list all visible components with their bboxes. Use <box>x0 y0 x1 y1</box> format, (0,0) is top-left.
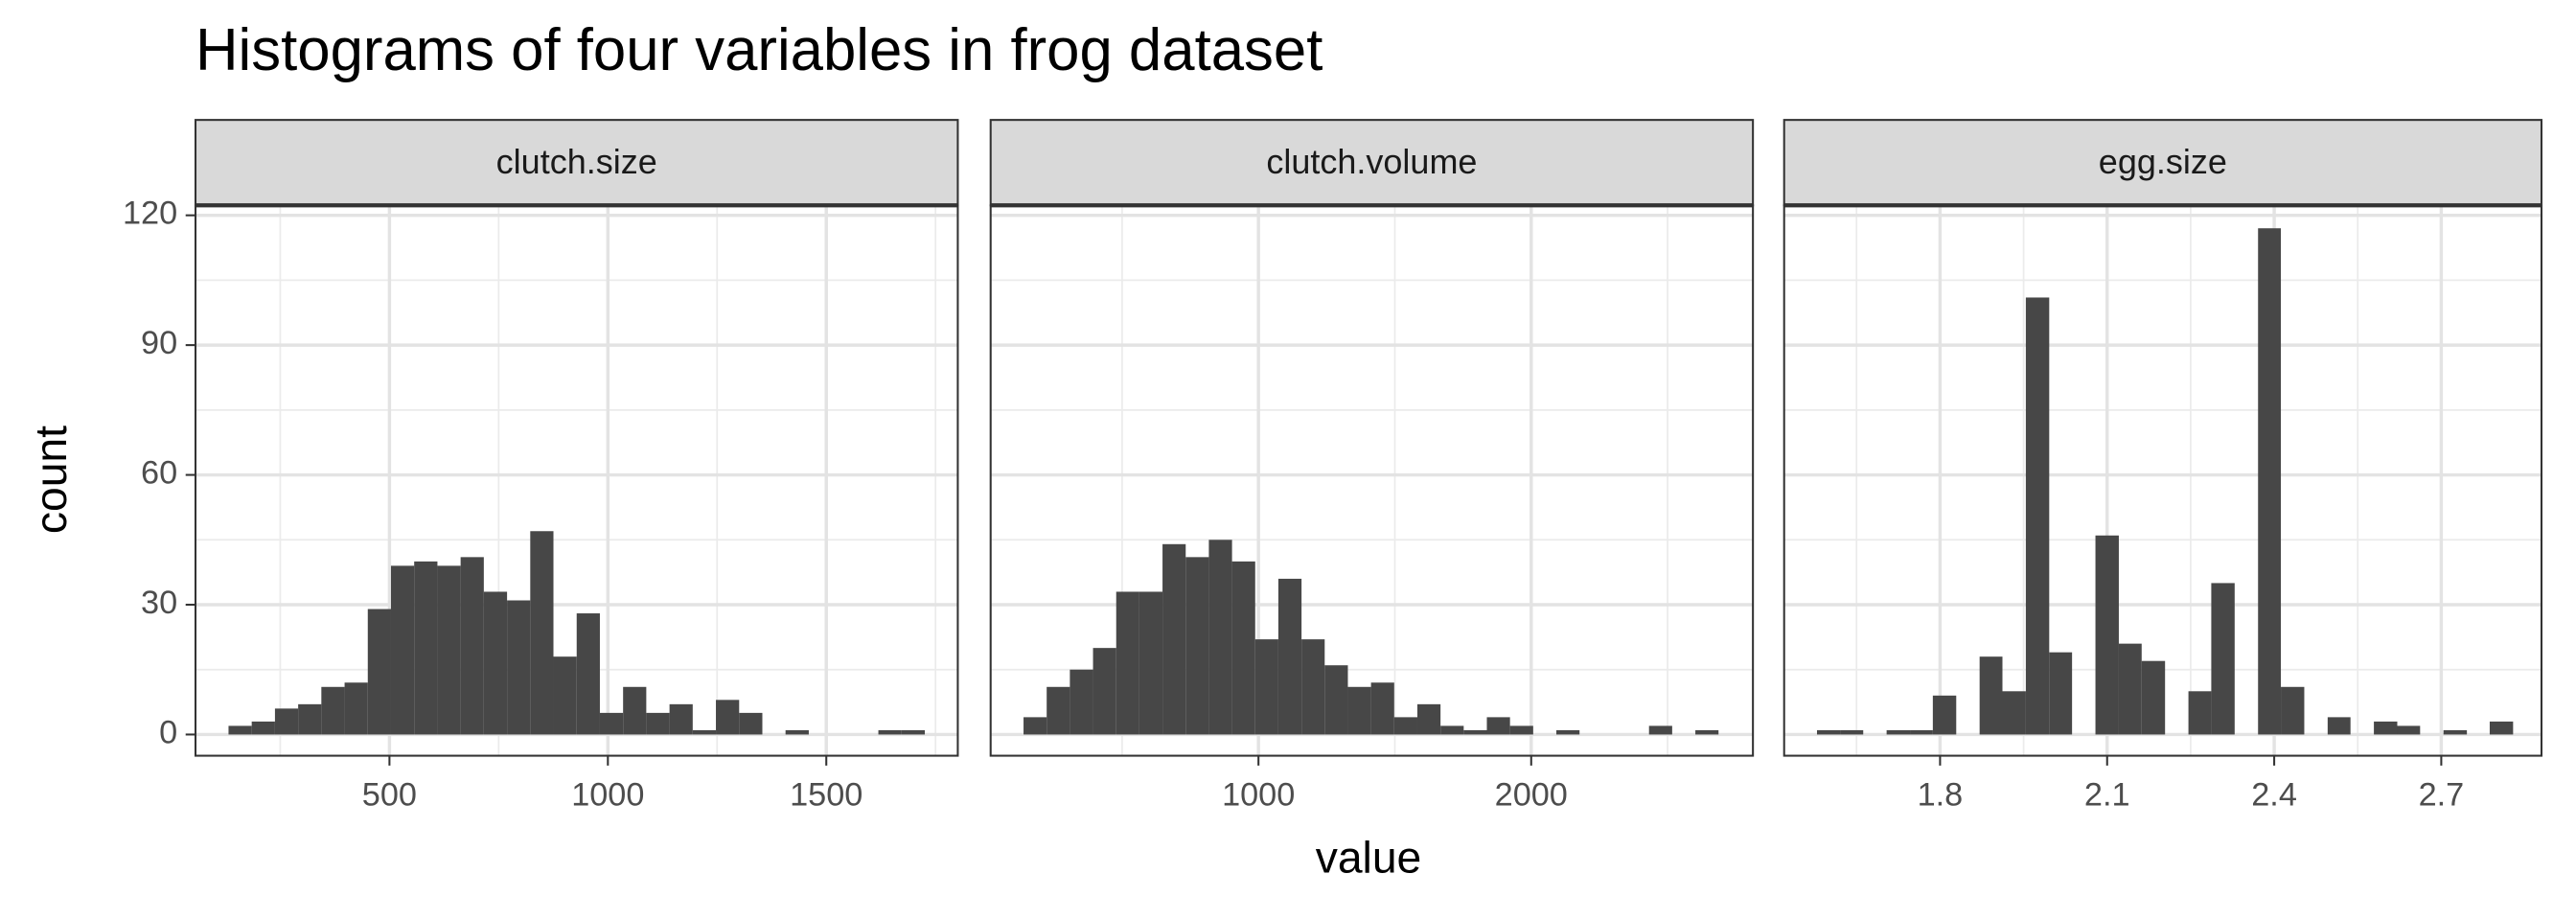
x-tick-label: 1.8 <box>1918 776 1964 813</box>
bar <box>1046 686 1070 735</box>
bar <box>1162 543 1186 735</box>
x-tick-label: 1000 <box>1222 776 1295 813</box>
bar <box>553 656 577 735</box>
bar <box>901 729 926 735</box>
bar <box>1486 717 1510 735</box>
y-tick-label: 60 <box>141 455 177 492</box>
bar <box>1886 729 1911 735</box>
bar <box>298 703 322 735</box>
bar <box>1208 540 1232 735</box>
bar <box>1695 729 1719 735</box>
bar <box>1070 669 1093 735</box>
bar <box>390 565 415 735</box>
bar <box>274 708 299 735</box>
x-tick-label: 500 <box>362 776 417 813</box>
strip-label: clutch.volume <box>1266 142 1477 181</box>
strip <box>989 119 1755 207</box>
bar <box>739 712 763 735</box>
bar <box>878 729 902 735</box>
bar <box>576 613 600 735</box>
y-axis-label: count <box>26 426 76 534</box>
bar <box>1979 656 2003 735</box>
bar <box>1370 682 1394 735</box>
bar <box>599 712 624 735</box>
bar <box>1816 729 1841 735</box>
bar <box>692 729 717 735</box>
bar <box>2443 729 2468 735</box>
bar <box>1324 665 1348 735</box>
strip-label: egg.size <box>2099 142 2227 181</box>
bar <box>1185 557 1209 735</box>
bar <box>1416 703 1441 735</box>
bar <box>1393 717 1417 735</box>
bar <box>228 725 252 735</box>
bar <box>2188 691 2212 735</box>
chart-title: Histograms of four variables in frog dat… <box>196 17 1322 83</box>
bar <box>251 721 275 735</box>
strip <box>1782 119 2543 207</box>
bar <box>1509 725 1533 735</box>
bar <box>2025 297 2050 735</box>
bar <box>1910 729 1933 735</box>
bar <box>716 700 740 735</box>
bar <box>1932 695 1957 735</box>
bar <box>2211 583 2235 735</box>
bar <box>1556 729 1580 735</box>
bar <box>344 682 368 735</box>
strip-label: clutch.size <box>496 142 657 181</box>
bar <box>530 531 554 735</box>
bar <box>1231 561 1255 735</box>
bar <box>321 686 345 735</box>
x-tick-label: 2.7 <box>2419 776 2465 813</box>
bar <box>2258 228 2282 735</box>
x-tick-label: 2000 <box>1495 776 1568 813</box>
bar <box>2049 652 2073 735</box>
bar <box>507 600 531 735</box>
bar <box>2141 660 2166 735</box>
bar <box>2489 721 2514 735</box>
bar <box>623 686 647 735</box>
bar <box>1116 591 1139 735</box>
y-tick-label: 120 <box>123 196 177 232</box>
y-tick-label: 0 <box>159 715 177 751</box>
bar <box>2002 691 2026 735</box>
x-axis-label: value <box>1316 833 1422 883</box>
bar <box>367 609 391 735</box>
bar <box>1024 717 1047 735</box>
y-tick-label: 30 <box>141 585 177 621</box>
bar <box>414 561 438 735</box>
bar <box>2281 686 2305 735</box>
bar <box>785 729 809 735</box>
bar <box>1440 725 1464 735</box>
bar <box>646 712 670 735</box>
bar <box>2118 643 2142 735</box>
bar <box>1138 591 1163 735</box>
bar <box>460 557 484 735</box>
x-tick-label: 1500 <box>790 776 862 813</box>
bar <box>2095 535 2119 735</box>
bar <box>2397 725 2421 735</box>
bar <box>437 565 461 735</box>
bar <box>669 703 693 735</box>
y-tick-label: 90 <box>141 325 177 361</box>
bar <box>2327 717 2351 735</box>
x-tick-label: 1000 <box>571 776 644 813</box>
bar <box>1463 729 1487 735</box>
bar <box>483 591 508 735</box>
bar <box>1301 639 1325 735</box>
x-tick-label: 2.1 <box>2084 776 2130 813</box>
bar <box>1254 639 1278 735</box>
x-tick-label: 2.4 <box>2251 776 2297 813</box>
bar <box>1840 729 1864 735</box>
bar <box>1277 578 1302 735</box>
bar <box>1092 648 1116 735</box>
bar <box>1347 686 1371 735</box>
bar <box>2374 721 2398 735</box>
bar <box>1648 725 1672 735</box>
